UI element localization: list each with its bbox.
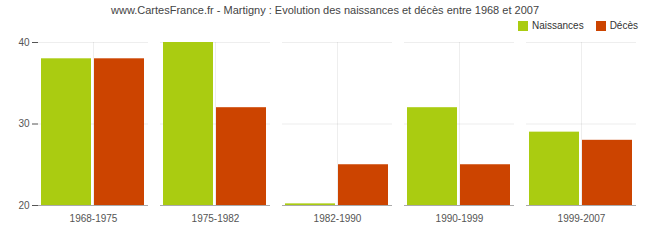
svg-text:1975-1982: 1975-1982 (192, 213, 240, 224)
svg-text:1990-1999: 1990-1999 (436, 213, 484, 224)
svg-text:40: 40 (18, 37, 30, 48)
svg-text:1982-1990: 1982-1990 (314, 213, 362, 224)
svg-text:30: 30 (18, 118, 30, 129)
svg-text:20: 20 (18, 200, 30, 211)
html-text:Décès: Décès (609, 20, 638, 31)
html-text:Naissances: Naissances (531, 20, 584, 31)
html-text:www.CartesFrance.fr - Martigny: www.CartesFrance.fr - Martigny : Evoluti… (111, 4, 539, 16)
svg-text:1968-1975: 1968-1975 (70, 213, 118, 224)
svg-text:1999-2007: 1999-2007 (558, 213, 606, 224)
